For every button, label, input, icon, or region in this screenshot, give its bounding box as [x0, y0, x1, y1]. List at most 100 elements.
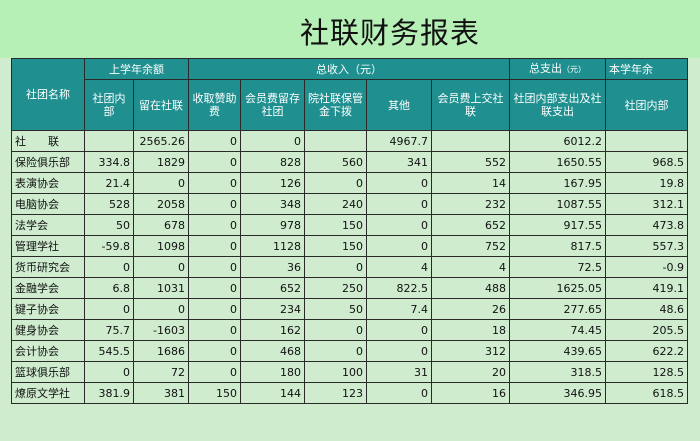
- data-cell: 312.1: [605, 193, 688, 215]
- table-row: 电脑协会 528 2058 0 348 240 0 232 1087.55 312.1: [11, 193, 688, 215]
- data-cell: 1686: [133, 340, 189, 362]
- data-cell: 752: [431, 235, 510, 257]
- club-name-cell: 燎原文学社: [11, 382, 85, 404]
- header-last-year-balance: 上学年余额: [84, 58, 189, 80]
- club-name-cell: 法学会: [11, 214, 85, 236]
- data-cell: 1625.05: [509, 277, 606, 299]
- data-cell: 50: [304, 298, 367, 320]
- subheader-club-internal: 社团内部: [84, 79, 134, 131]
- data-cell: 0: [188, 277, 241, 299]
- data-cell: 277.65: [509, 298, 606, 320]
- club-name-cell: 表演协会: [11, 172, 85, 194]
- data-cell: 126: [240, 172, 305, 194]
- subheader-membership-retained: 会员费留存社团: [240, 79, 305, 131]
- data-cell: 622.2: [605, 340, 688, 362]
- data-cell: 1829: [133, 151, 189, 173]
- data-cell: 100: [304, 361, 367, 383]
- club-name-cell: 篮球俱乐部: [11, 361, 85, 383]
- header-this-year-balance: 本学年余: [605, 58, 688, 80]
- data-cell: 1098: [133, 235, 189, 257]
- data-cell: 75.7: [84, 319, 134, 341]
- data-cell: 0: [366, 214, 432, 236]
- data-cell: 250: [304, 277, 367, 299]
- data-cell: 0: [133, 172, 189, 194]
- data-cell: 0: [188, 256, 241, 278]
- data-cell: 1128: [240, 235, 305, 257]
- subheader-internal-and-union-expense: 社团内部支出及社联支出: [509, 79, 606, 131]
- data-cell: 341: [366, 151, 432, 173]
- data-cell: 473.8: [605, 214, 688, 236]
- data-cell: 0: [133, 298, 189, 320]
- data-cell: 128.5: [605, 361, 688, 383]
- data-cell: 14: [431, 172, 510, 194]
- finance-table: 社团名称 上学年余额 总收入（元） 总支出（元） 本学年余 社团内部 留在社联 …: [11, 58, 688, 404]
- data-cell: 72.5: [509, 256, 606, 278]
- subheader-this-year-internal: 社团内部: [605, 79, 688, 131]
- subheader-membership-to-union: 会员费上交社联: [431, 79, 510, 131]
- data-cell: 2058: [133, 193, 189, 215]
- data-cell: 678: [133, 214, 189, 236]
- data-cell: 0: [84, 256, 134, 278]
- data-cell: 240: [304, 193, 367, 215]
- data-cell: 18: [431, 319, 510, 341]
- data-cell: 0: [304, 256, 367, 278]
- data-cell: 167.95: [509, 172, 606, 194]
- table-row: 社 联 2565.26 0 0 4967.7 6012.2: [11, 130, 688, 152]
- table-row: 表演协会 21.4 0 0 126 0 0 14 167.95 19.8: [11, 172, 688, 194]
- data-cell: [304, 130, 367, 152]
- report-title: 社联财务报表: [299, 16, 480, 50]
- data-cell: 652: [431, 214, 510, 236]
- data-cell: 0: [304, 319, 367, 341]
- data-cell: 468: [240, 340, 305, 362]
- club-name-cell: 货币研究会: [11, 256, 85, 278]
- data-cell: 817.5: [509, 235, 606, 257]
- data-cell: 0: [366, 319, 432, 341]
- data-cell: 0: [366, 193, 432, 215]
- data-cell: 0: [188, 340, 241, 362]
- data-cell: 0: [84, 298, 134, 320]
- data-cell: 7.4: [366, 298, 432, 320]
- data-cell: 488: [431, 277, 510, 299]
- table-row: 法学会 50 678 0 978 150 0 652 917.55 473.8: [11, 214, 688, 236]
- subheader-kept-in-union: 留在社联: [133, 79, 189, 131]
- data-cell: 16: [431, 382, 510, 404]
- table-row: 管理学社 -59.8 1098 0 1128 150 0 752 817.5 557.3: [11, 235, 688, 257]
- data-cell: 0: [133, 256, 189, 278]
- data-cell: 72: [133, 361, 189, 383]
- data-cell: 0: [188, 151, 241, 173]
- table-row: 健身协会 75.7 -1603 0 162 0 0 18 74.45 205.5: [11, 319, 688, 341]
- data-cell: 348: [240, 193, 305, 215]
- data-cell: 652: [240, 277, 305, 299]
- data-cell: 312: [431, 340, 510, 362]
- data-cell: 232: [431, 193, 510, 215]
- header-total-expense-unit: （元）: [562, 65, 586, 74]
- data-cell: 1031: [133, 277, 189, 299]
- data-cell: 0: [188, 319, 241, 341]
- data-cell: 4: [366, 256, 432, 278]
- table-row: 燎原文学社 381.9 381 150 144 123 0 16 346.95 618.5: [11, 382, 688, 404]
- data-cell: 1087.55: [509, 193, 606, 215]
- subheader-other: 其他: [366, 79, 432, 131]
- data-cell: 978: [240, 214, 305, 236]
- data-cell: 0: [366, 235, 432, 257]
- data-cell: 21.4: [84, 172, 134, 194]
- data-cell: 552: [431, 151, 510, 173]
- data-cell: [431, 130, 510, 152]
- data-cell: 0: [188, 235, 241, 257]
- data-cell: 6.8: [84, 277, 134, 299]
- data-cell: 828: [240, 151, 305, 173]
- data-cell: 180: [240, 361, 305, 383]
- data-cell: 822.5: [366, 277, 432, 299]
- data-cell: 150: [304, 235, 367, 257]
- data-cell: 162: [240, 319, 305, 341]
- data-cell: 528: [84, 193, 134, 215]
- data-cell: -1603: [133, 319, 189, 341]
- data-cell: 0: [366, 172, 432, 194]
- data-cell: 381: [133, 382, 189, 404]
- data-cell: 0: [84, 361, 134, 383]
- data-cell: 346.95: [509, 382, 606, 404]
- data-cell: 381.9: [84, 382, 134, 404]
- data-cell: 439.65: [509, 340, 606, 362]
- data-cell: 0: [188, 214, 241, 236]
- data-cell: 150: [304, 214, 367, 236]
